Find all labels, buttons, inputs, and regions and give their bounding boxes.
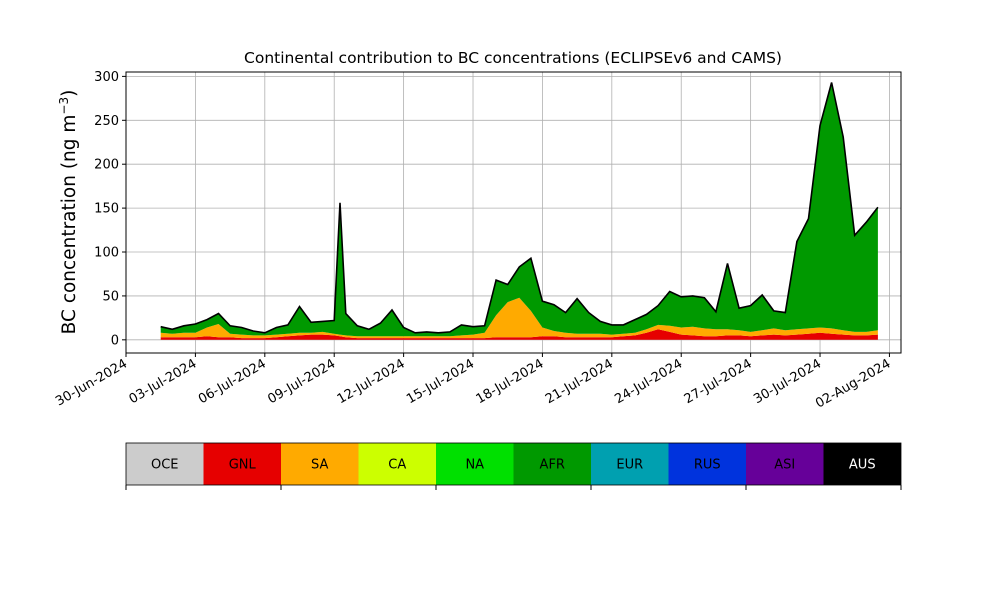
x-tick-label: 06-Jul-2024	[196, 356, 269, 407]
legend-swatch-oce	[126, 443, 204, 485]
x-tick-label: 24-Jul-2024	[612, 356, 685, 407]
legend-swatch-na	[436, 443, 514, 485]
y-axis-label: BC concentration (ng m−3)	[57, 90, 80, 335]
x-tick-label: 02-Aug-2024	[813, 356, 893, 411]
y-tick-label: 250	[94, 114, 119, 129]
legend-swatch-gnl	[203, 443, 281, 485]
legend-label-afr: AFR	[540, 458, 565, 473]
y-axis-ticks: 0 50 100 150 200 250 300	[94, 70, 126, 348]
legend-swatch-aus	[823, 443, 901, 485]
legend-label-eur: EUR	[616, 458, 643, 473]
stacked-areas	[160, 82, 878, 340]
x-tick-label: 15-Jul-2024	[404, 356, 477, 407]
legend-swatch-sa	[281, 443, 359, 485]
legend-label-rus: RUS	[694, 458, 721, 473]
x-axis-ticks: 30-Jun-202403-Jul-202406-Jul-202409-Jul-…	[53, 353, 893, 412]
y-axis-label-suffix: )	[59, 90, 80, 97]
area-gnl	[160, 329, 878, 340]
chart-title: Continental contribution to BC concentra…	[244, 49, 782, 67]
x-tick-label: 18-Jul-2024	[474, 356, 547, 407]
y-tick-label: 200	[94, 158, 119, 173]
legend-label-ca: CA	[388, 458, 406, 473]
x-tick-label: 03-Jul-2024	[127, 356, 200, 407]
x-tick-label: 27-Jul-2024	[682, 356, 755, 407]
legend-label-asi: ASI	[774, 458, 795, 473]
x-tick-label: 09-Jul-2024	[265, 356, 338, 407]
region-legend: OCE GNL SA CA NA AFR EUR RUS ASI AUS	[125, 442, 902, 490]
legend-label-aus: AUS	[849, 458, 876, 473]
y-tick-label: 50	[102, 289, 119, 304]
plot-frame	[125, 71, 902, 354]
y-tick-label: 100	[94, 246, 119, 261]
legend-swatch-eur	[591, 443, 669, 485]
y-axis-label-superscript: −3	[57, 97, 71, 115]
y-tick-label: 150	[94, 202, 119, 217]
x-tick-label: 12-Jul-2024	[335, 356, 408, 407]
legend-swatch-afr	[513, 443, 591, 485]
legend-swatch-asi	[746, 443, 824, 485]
legend-swatch-rus	[668, 443, 746, 485]
legend-label-oce: OCE	[151, 458, 179, 473]
y-tick-label: 0	[111, 333, 119, 348]
y-axis-label-main: BC concentration (ng m	[59, 115, 80, 335]
area-afr	[160, 82, 878, 337]
legend-frame	[125, 442, 902, 486]
total-concentration-line	[160, 82, 879, 334]
legend-label-gnl: GNL	[229, 458, 257, 473]
legend-label-na: NA	[465, 458, 484, 473]
legend-swatch-ca	[358, 443, 436, 485]
area-sa	[160, 297, 878, 339]
x-tick-label: 30-Jun-2024	[53, 356, 130, 409]
legend-label-sa: SA	[311, 458, 328, 473]
y-tick-label: 300	[94, 70, 119, 85]
x-tick-label: 21-Jul-2024	[543, 356, 616, 407]
